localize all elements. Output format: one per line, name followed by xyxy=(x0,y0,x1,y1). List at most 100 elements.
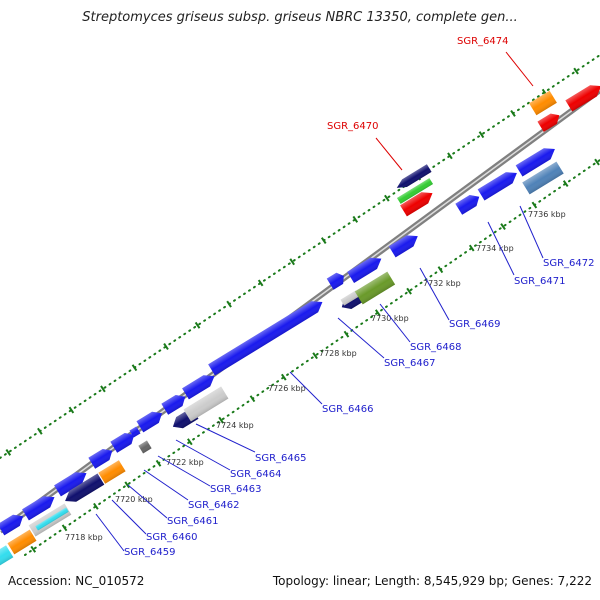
kbp-label: 7730 kbp xyxy=(371,314,409,323)
highlight-label-sgr-6474[interactable]: SGR_6474 xyxy=(457,36,509,47)
reverse-gene[interactable] xyxy=(183,386,229,422)
leader-line xyxy=(195,423,256,453)
kbp-label: 7728 kbp xyxy=(319,349,357,358)
highlight-leader-line xyxy=(375,137,403,171)
orange-gene[interactable] xyxy=(98,460,126,484)
tick-mark xyxy=(289,258,295,266)
forward-gene[interactable] xyxy=(477,167,521,201)
forward-gene[interactable] xyxy=(54,468,90,497)
tick-mark xyxy=(343,330,350,338)
gene-label-sgr-6465[interactable]: SGR_6465 xyxy=(255,453,307,464)
tick-mark xyxy=(68,406,75,414)
gene-sgr-6470[interactable] xyxy=(394,164,432,192)
tick-mark xyxy=(5,448,12,456)
tick-mark xyxy=(447,152,453,160)
tick-mark xyxy=(163,343,169,350)
leader-line xyxy=(289,371,323,405)
gene-sgr-6470-part[interactable] xyxy=(400,188,436,217)
tick-mark xyxy=(218,416,224,424)
tick-mark xyxy=(226,300,232,308)
orange-gene[interactable] xyxy=(529,90,557,116)
leader-line xyxy=(487,221,515,276)
gene-label-sgr-6461[interactable]: SGR_6461 xyxy=(167,516,219,527)
gene-label-sgr-6464[interactable]: SGR_6464 xyxy=(230,469,282,480)
gene-label-sgr-6469[interactable]: SGR_6469 xyxy=(449,319,501,330)
orange-gene[interactable] xyxy=(7,529,37,555)
forward-gene[interactable] xyxy=(22,492,58,521)
tick-mark xyxy=(187,438,193,446)
forward-gene[interactable] xyxy=(347,253,384,283)
tick-mark xyxy=(30,545,37,553)
forward-gene[interactable] xyxy=(326,270,347,290)
gene-label-sgr-6462[interactable]: SGR_6462 xyxy=(188,500,240,511)
tick-mark xyxy=(320,237,327,245)
gene-label-sgr-6472[interactable]: SGR_6472 xyxy=(543,258,595,269)
reverse-gene[interactable] xyxy=(35,507,69,531)
leader-line xyxy=(95,513,125,552)
tick-mark xyxy=(61,524,68,532)
cyan-gene[interactable] xyxy=(0,545,14,567)
reverse-gene[interactable] xyxy=(354,271,396,305)
gene-label-sgr-6463[interactable]: SGR_6463 xyxy=(210,484,262,495)
tick-row-upper xyxy=(0,54,600,459)
steel-blue-gene[interactable] xyxy=(522,161,564,195)
leader-line xyxy=(157,455,211,487)
gene-label-sgr-6468[interactable]: SGR_6468 xyxy=(410,342,462,353)
leader-line xyxy=(127,484,168,519)
kbp-label: 7726 kbp xyxy=(268,384,306,393)
tick-mark xyxy=(468,244,475,252)
kbp-label: 7734 kbp xyxy=(476,244,514,253)
tick-mark xyxy=(257,279,264,287)
gene-sgr-6470-part[interactable] xyxy=(396,178,434,204)
small-gene[interactable] xyxy=(129,426,141,438)
tick-mark xyxy=(384,194,390,202)
tick-mark xyxy=(478,131,485,139)
tick-mark xyxy=(93,502,99,510)
gene-label-sgr-6460[interactable]: SGR_6460 xyxy=(146,532,198,543)
tick-mark xyxy=(155,459,162,467)
tick-mark xyxy=(124,481,131,489)
forward-gene[interactable] xyxy=(388,231,421,258)
tick-mark xyxy=(100,385,106,393)
genome-map[interactable]: 7718 kbp 7720 kbp 7722 kbp 7724 kbp 7726 kbp… xyxy=(0,0,600,570)
gene-label-sgr-6466[interactable]: SGR_6466 xyxy=(322,404,374,415)
gene-label-sgr-6467[interactable]: SGR_6467 xyxy=(384,358,436,369)
tick-mark xyxy=(594,158,600,166)
kbp-label: 7718 kbp xyxy=(65,533,103,542)
map-title: Streptomyces griseus subsp. griseus NBRC… xyxy=(82,10,518,25)
reverse-gene[interactable] xyxy=(62,473,105,506)
leader-line xyxy=(143,469,189,501)
tick-mark xyxy=(352,215,359,223)
kbp-label: 7732 kbp xyxy=(423,279,461,288)
gene-sgr-6474[interactable] xyxy=(565,81,600,112)
tick-mark xyxy=(194,321,201,329)
tick-mark xyxy=(281,373,287,381)
forward-gene[interactable] xyxy=(136,408,166,433)
forward-gene[interactable] xyxy=(161,391,188,415)
gene-label-sgr-6459[interactable]: SGR_6459 xyxy=(124,547,176,558)
forward-gene[interactable] xyxy=(182,371,218,400)
kbp-label: 7724 kbp xyxy=(216,421,254,430)
tick-mark xyxy=(249,395,256,403)
kbp-label: 7736 kbp xyxy=(528,210,566,219)
tick-mark xyxy=(437,266,444,274)
forward-gene[interactable] xyxy=(88,445,115,469)
tick-mark xyxy=(37,427,43,435)
forward-gene[interactable] xyxy=(455,191,482,215)
tick-mark xyxy=(510,109,516,117)
forward-gene[interactable] xyxy=(110,429,137,453)
forward-gene[interactable] xyxy=(208,296,326,376)
gene-sgr-6474-part[interactable] xyxy=(537,110,562,132)
highlight-label-sgr-6470[interactable]: SGR_6470 xyxy=(327,121,379,132)
forward-gene[interactable] xyxy=(0,511,26,536)
gene-label-sgr-6471[interactable]: SGR_6471 xyxy=(514,276,566,287)
reverse-gene[interactable] xyxy=(340,290,360,306)
leader-line xyxy=(419,267,450,321)
reverse-gene[interactable] xyxy=(138,440,152,454)
tick-mark xyxy=(406,287,412,295)
tick-mark xyxy=(131,364,138,372)
forward-gene[interactable] xyxy=(515,143,559,177)
tick-mark xyxy=(531,201,538,209)
tick-mark xyxy=(573,67,579,75)
leader-line xyxy=(175,439,231,471)
